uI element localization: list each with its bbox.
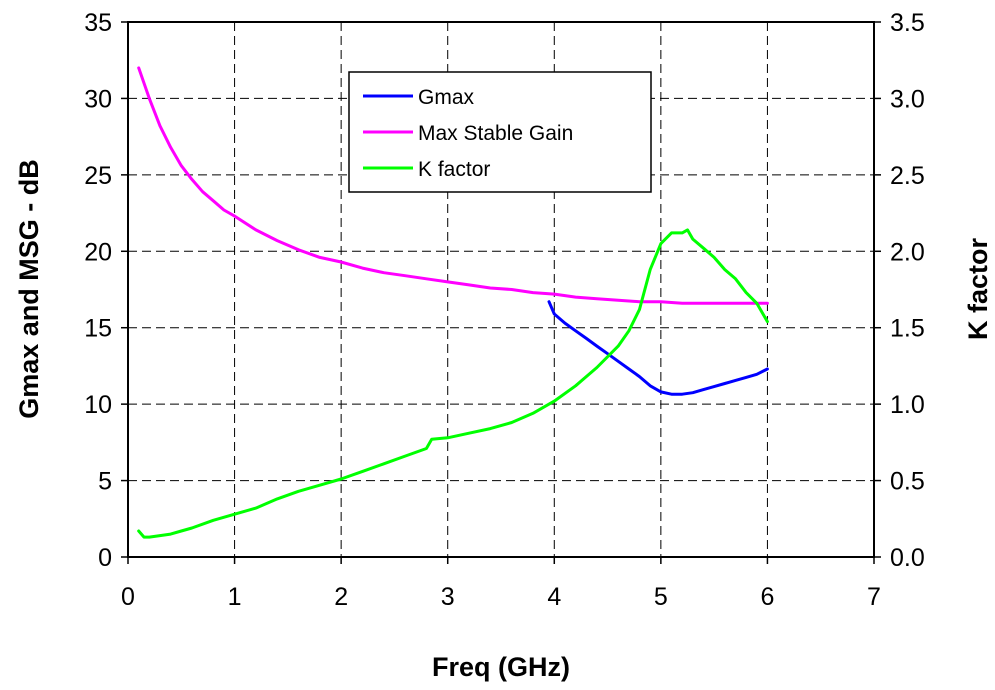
x-tick-labels: 0 1 2 3 4 5 6 7 [121,583,881,611]
x-tick-label: 4 [547,583,561,611]
y-tick-label: 0 [98,544,112,572]
x-tick-label: 0 [121,583,135,611]
plot-area-frame [127,21,875,558]
y2-tick-label: 2.5 [890,162,925,190]
tick-marks [121,21,881,564]
y-tick-label: 30 [84,85,112,113]
y2-tick-label: 2.0 [890,238,925,266]
y-tick-label: 20 [84,238,112,266]
y2-tick-labels: 0.0 0.5 1.0 1.5 2.0 2.5 3.0 3.5 [890,9,925,572]
x-axis-title: Freq (GHz) [432,652,570,682]
y-tick-label: 15 [84,315,112,343]
x-tick-label: 5 [654,583,668,611]
x-tick-label: 6 [760,583,774,611]
legend-label-k-factor: K factor [418,158,490,181]
series-line-gmax [547,300,769,396]
y2-tick-label: 1.5 [890,315,925,343]
y2-tick-label: 0.5 [890,468,925,496]
y2-tick-label: 0.0 [890,544,925,572]
legend: Gmax Max Stable Gain K factor [348,71,652,193]
y-tick-label: 10 [84,391,112,419]
y2-tick-label: 1.0 [890,391,925,419]
y2-tick-label: 3.0 [890,85,925,113]
y-tick-label: 25 [84,162,112,190]
series-lines [137,66,769,539]
y-tick-label: 5 [98,468,112,496]
y2-axis-title: K factor [963,238,993,341]
x-tick-label: 7 [867,583,881,611]
legend-label-max-stable-gain: Max Stable Gain [418,122,573,145]
y-tick-label: 35 [84,9,112,37]
x-tick-label: 2 [334,583,348,611]
x-tick-label: 1 [228,583,242,611]
y-axis-title: Gmax and MSG - dB [14,159,44,419]
x-tick-label: 3 [441,583,455,611]
legend-label-gmax: Gmax [418,86,475,109]
y2-tick-label: 3.5 [890,9,925,37]
y-tick-labels: 0 5 10 15 20 25 30 35 [84,9,112,572]
series-line-k-factor [137,228,769,539]
